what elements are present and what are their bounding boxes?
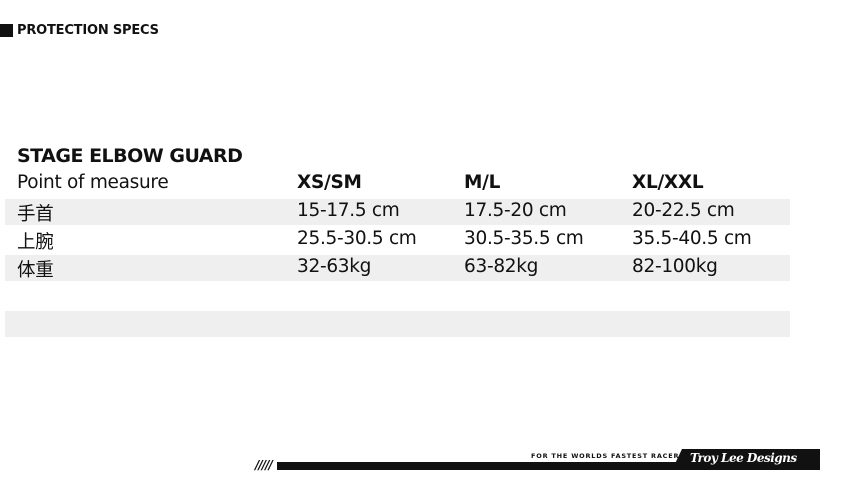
- empty-table-row: [5, 311, 790, 337]
- table-header-row: Point of measure XS/SM M/L XL/XXL: [5, 171, 790, 197]
- header-cell: XS/SM: [297, 172, 362, 193]
- footer-tagline: FOR THE WORLDS FASTEST RACERS: [531, 452, 685, 460]
- table-cell: 32-63kg: [297, 256, 372, 277]
- table-row: 手首 15-17.5 cm 17.5-20 cm 20-22.5 cm: [5, 199, 790, 225]
- footer-line: [277, 462, 820, 470]
- table-row: 体重 32-63kg 63-82kg 82-100kg: [5, 255, 790, 281]
- footer-logo-box: [672, 449, 820, 470]
- table-cell: 30.5-35.5 cm: [464, 228, 584, 249]
- brand-logo: Troy Lee Designs: [690, 451, 797, 465]
- table-cell: 82-100kg: [632, 256, 718, 277]
- header-cell: Point of measure: [17, 172, 169, 193]
- footer-slashes: /////: [255, 458, 273, 472]
- header-cell: M/L: [464, 172, 501, 193]
- table-cell: 20-22.5 cm: [632, 200, 735, 221]
- table-row: 上腕 25.5-30.5 cm 30.5-35.5 cm 35.5-40.5 c…: [5, 227, 790, 253]
- product-title: STAGE ELBOW GUARD: [17, 145, 243, 167]
- table-cell: 25.5-30.5 cm: [297, 228, 417, 249]
- table-cell: 15-17.5 cm: [297, 200, 400, 221]
- section-title: PROTECTION SPECS: [17, 22, 159, 38]
- table-cell: 上腕: [17, 232, 54, 253]
- table-cell: 63-82kg: [464, 256, 539, 277]
- table-cell: 35.5-40.5 cm: [632, 228, 752, 249]
- header-cell: XL/XXL: [632, 172, 704, 193]
- section-header: PROTECTION SPECS: [0, 22, 159, 38]
- table-cell: 17.5-20 cm: [464, 200, 567, 221]
- table-cell: 手首: [17, 204, 54, 225]
- table-cell: 体重: [17, 260, 54, 281]
- header-bar-icon: [0, 23, 13, 37]
